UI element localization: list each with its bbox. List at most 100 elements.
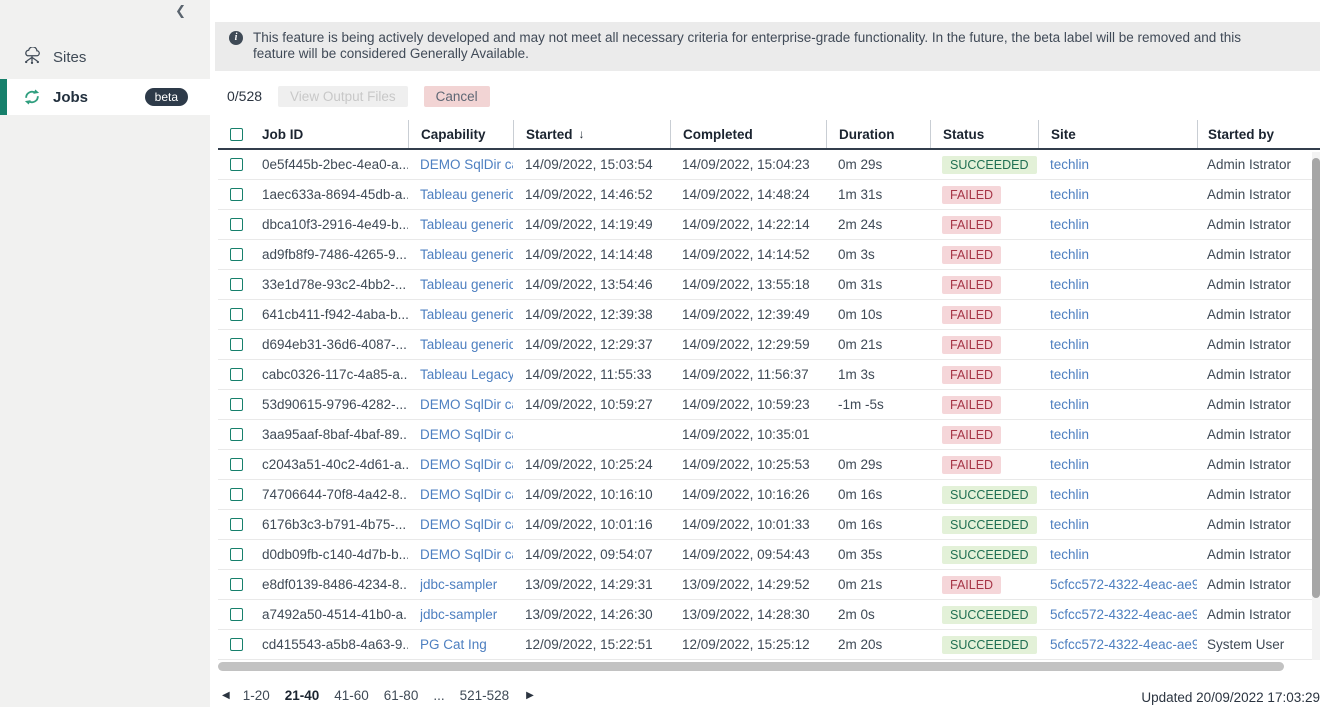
vertical-scrollbar[interactable] <box>1312 158 1320 598</box>
capability-link[interactable]: jdbc-sampler <box>420 607 498 622</box>
row-checkbox[interactable] <box>230 218 243 231</box>
sidebar-collapse-icon[interactable]: ❮ <box>175 3 186 18</box>
pagination-page-link[interactable]: 521-528 <box>459 688 510 703</box>
row-checkbox[interactable] <box>230 368 243 381</box>
capability-link[interactable]: PG Cat Ing <box>420 637 487 652</box>
started-cell: 14/09/2022, 15:03:54 <box>525 157 653 172</box>
pagination-page-link[interactable]: 1-20 <box>242 688 270 703</box>
site-link[interactable]: techlin <box>1050 247 1090 262</box>
select-all-checkbox[interactable] <box>230 127 243 141</box>
row-checkbox[interactable] <box>230 488 243 501</box>
started-by-cell: Admin Istrator <box>1207 547 1292 562</box>
capability-link[interactable]: Tableau generic c <box>420 307 513 322</box>
pagination-page-link[interactable]: 21-40 <box>284 688 320 703</box>
sidebar-item-label: Jobs <box>53 88 89 106</box>
site-link[interactable]: techlin <box>1050 217 1090 232</box>
completed-cell: 14/09/2022, 09:54:43 <box>682 547 810 562</box>
status-badge: SUCCEEDED <box>942 155 1037 174</box>
site-link[interactable]: techlin <box>1050 397 1090 412</box>
cancel-button[interactable]: Cancel <box>423 85 490 107</box>
column-header-site[interactable]: Site <box>1038 120 1197 148</box>
sidebar-item-jobs[interactable]: Jobs beta <box>0 79 210 115</box>
site-link[interactable]: 5cfcc572-4322-4eac-ae9f-f <box>1050 607 1197 622</box>
row-checkbox[interactable] <box>230 308 243 321</box>
table-row: 53d90615-9796-4282-... DEMO SqlDir cap 1… <box>218 390 1320 420</box>
duration-cell: 2m 24s <box>838 217 883 232</box>
row-checkbox[interactable] <box>230 398 243 411</box>
capability-link[interactable]: DEMO SqlDir cap <box>420 487 513 502</box>
row-checkbox[interactable] <box>230 158 243 171</box>
column-header-started[interactable]: Started ↓ <box>513 120 670 148</box>
row-checkbox[interactable] <box>230 338 243 351</box>
column-header-capability[interactable]: Capability <box>408 120 513 148</box>
capability-link[interactable]: DEMO SqlDir cap <box>420 457 513 472</box>
table-row: d0db09fb-c140-4d7b-b... DEMO SqlDir cap … <box>218 540 1320 570</box>
site-link[interactable]: 5cfcc572-4322-4eac-ae9f-f <box>1050 637 1197 652</box>
row-checkbox[interactable] <box>230 608 243 621</box>
table-row: c2043a51-40c2-4d61-a... DEMO SqlDir cap … <box>218 450 1320 480</box>
site-link[interactable]: techlin <box>1050 307 1090 322</box>
started-by-cell: Admin Istrator <box>1207 157 1292 172</box>
duration-cell: 0m 21s <box>838 577 883 592</box>
site-link[interactable]: techlin <box>1050 277 1090 292</box>
view-output-files-button[interactable]: View Output Files <box>278 85 408 107</box>
started-cell: 14/09/2022, 12:29:37 <box>525 337 653 352</box>
column-header-job-id[interactable]: Job ID <box>262 126 304 142</box>
capability-link[interactable]: Tableau generic c <box>420 247 513 262</box>
jobs-icon <box>24 89 40 105</box>
started-by-cell: Admin Istrator <box>1207 517 1292 532</box>
pagination-next-icon[interactable]: ▶ <box>526 690 534 701</box>
job-id-cell: cabc0326-117c-4a85-a... <box>262 367 408 382</box>
row-checkbox[interactable] <box>230 638 243 651</box>
capability-link[interactable]: Tableau generic c <box>420 217 513 232</box>
column-header-duration[interactable]: Duration <box>826 120 930 148</box>
capability-link[interactable]: Tableau generic c <box>420 277 513 292</box>
capability-link[interactable]: DEMO SqlDir cap <box>420 427 513 442</box>
started-cell <box>513 420 670 449</box>
started-by-cell: Admin Istrator <box>1207 217 1292 232</box>
table-row: e8df0139-8486-4234-8... jdbc-sampler 13/… <box>218 570 1320 600</box>
row-checkbox[interactable] <box>230 578 243 591</box>
capability-link[interactable]: DEMO SqlDir cap <box>420 547 513 562</box>
capability-link[interactable]: Tableau Legacy <box>420 367 513 382</box>
capability-link[interactable]: jdbc-sampler <box>420 577 498 592</box>
site-link[interactable]: techlin <box>1050 487 1090 502</box>
started-by-cell: Admin Istrator <box>1207 457 1292 472</box>
site-link[interactable]: techlin <box>1050 367 1090 382</box>
pagination-page-link[interactable]: 41-60 <box>334 688 369 703</box>
jobs-toolbar: 0/528 View Output Files Cancel <box>215 84 1320 108</box>
site-link[interactable]: techlin <box>1050 547 1090 562</box>
pagination-page-link[interactable]: 61-80 <box>383 688 419 703</box>
status-badge: FAILED <box>942 455 1002 474</box>
completed-cell: 14/09/2022, 12:39:49 <box>682 307 810 322</box>
pagination-prev-icon[interactable]: ◀ <box>222 690 230 701</box>
capability-link[interactable]: DEMO SqlDir cap <box>420 517 513 532</box>
row-checkbox[interactable] <box>230 548 243 561</box>
row-checkbox[interactable] <box>230 518 243 531</box>
row-checkbox[interactable] <box>230 458 243 471</box>
column-header-status[interactable]: Status <box>930 120 1038 148</box>
row-checkbox[interactable] <box>230 188 243 201</box>
site-link[interactable]: techlin <box>1050 457 1090 472</box>
capability-link[interactable]: Tableau generic c <box>420 337 513 352</box>
row-checkbox[interactable] <box>230 278 243 291</box>
status-badge: FAILED <box>942 305 1002 324</box>
capability-link[interactable]: Tableau generic c <box>420 187 513 202</box>
capability-link[interactable]: DEMO SqlDir cap <box>420 397 513 412</box>
table-header-row: Job ID Capability Started ↓ Completed Du… <box>218 120 1320 150</box>
sidebar-item-sites[interactable]: Sites <box>0 42 210 72</box>
site-link[interactable]: techlin <box>1050 427 1090 442</box>
row-checkbox[interactable] <box>230 248 243 261</box>
site-link[interactable]: techlin <box>1050 187 1090 202</box>
site-link[interactable]: 5cfcc572-4322-4eac-ae9f-f <box>1050 577 1197 592</box>
horizontal-scrollbar[interactable] <box>218 662 1284 671</box>
site-link[interactable]: techlin <box>1050 337 1090 352</box>
table-row: dbca10f3-2916-4e49-b... Tableau generic … <box>218 210 1320 240</box>
capability-link[interactable]: DEMO SqlDir cap <box>420 157 513 172</box>
site-link[interactable]: techlin <box>1050 157 1090 172</box>
column-header-completed[interactable]: Completed <box>670 120 826 148</box>
column-header-started-by[interactable]: Started by <box>1197 120 1320 148</box>
beta-badge: beta <box>144 88 188 106</box>
row-checkbox[interactable] <box>230 428 243 441</box>
site-link[interactable]: techlin <box>1050 517 1090 532</box>
